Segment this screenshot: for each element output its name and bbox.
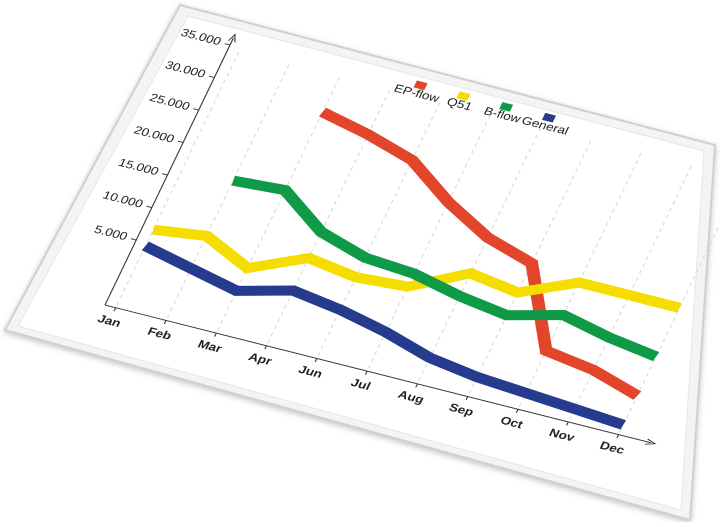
- category-guide: [366, 115, 491, 372]
- category-guide: [417, 128, 541, 384]
- y-tick: [224, 43, 231, 46]
- series-line: [318, 107, 642, 400]
- x-tick-label: Sep: [447, 401, 477, 419]
- legend-swatch: [456, 91, 471, 101]
- y-tick: [193, 108, 199, 111]
- y-axis: [104, 37, 234, 306]
- x-tick-label: Dec: [598, 439, 627, 457]
- series-line: [141, 241, 627, 430]
- x-tick: [415, 383, 418, 388]
- legend-swatch: [499, 102, 514, 112]
- legend-label: Q51: [445, 95, 475, 113]
- x-tick: [113, 307, 117, 312]
- x-tick: [214, 332, 217, 337]
- category-guide: [316, 102, 441, 359]
- category-guide: [215, 77, 340, 334]
- x-tick-label: Nov: [547, 426, 577, 444]
- category-guide: [115, 51, 240, 308]
- legend-swatch: [541, 112, 557, 123]
- x-tick-label: Feb: [145, 325, 174, 343]
- x-tick: [465, 396, 469, 401]
- y-tick: [208, 75, 215, 78]
- x-axis-arrow: [645, 438, 657, 445]
- x-tick-label: Jan: [95, 312, 123, 329]
- x-tick: [364, 371, 368, 375]
- x-tick-label: Apr: [246, 350, 274, 367]
- x-tick: [566, 421, 569, 426]
- y-tick: [161, 173, 168, 176]
- x-tick-label: Aug: [396, 388, 427, 406]
- category-guide: [165, 64, 290, 321]
- series-line: [231, 175, 660, 362]
- y-axis-arrow: [228, 33, 236, 43]
- y-tick: [146, 205, 153, 208]
- x-tick: [314, 358, 318, 363]
- y-tick: [130, 238, 137, 241]
- x-tick: [264, 345, 268, 350]
- x-tick-label: Mar: [196, 338, 225, 356]
- x-axis: [104, 304, 651, 444]
- x-tick-label: Jun: [296, 363, 324, 380]
- legend-swatch: [413, 80, 428, 91]
- series-line: [151, 224, 682, 313]
- sheet-paper: [17, 15, 705, 511]
- x-tick-label: Jul: [349, 376, 373, 392]
- x-tick-label: Oct: [498, 414, 525, 431]
- x-tick: [616, 434, 620, 439]
- x-tick: [515, 409, 519, 413]
- x-tick: [163, 320, 167, 325]
- y-tick: [177, 140, 184, 143]
